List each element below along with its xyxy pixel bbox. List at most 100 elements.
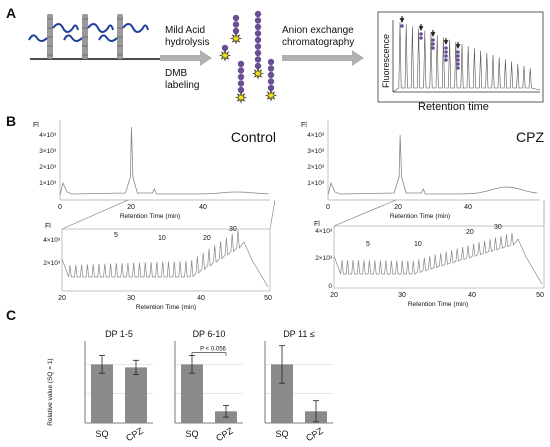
sialic-acid-unit (254, 36, 262, 44)
bar-chart-title: DP 6-10 (193, 329, 226, 339)
step1-line1: Mild Acid (165, 25, 205, 36)
peak-glycan-unit (456, 58, 460, 62)
proteoglycan (28, 14, 79, 59)
peak-glycan-unit (431, 42, 435, 46)
panel-c: C Relative value (SQ = 1) DP 1-5SQ CPZDP … (6, 307, 333, 443)
cpz-xtick-20: 20 (394, 204, 402, 211)
control-zoom-fl-label: Fl (45, 223, 51, 230)
control-zoom-ytick-4: 4×10³ (43, 237, 61, 244)
control-xtick-0: 0 (58, 204, 62, 211)
glycan-chain (218, 44, 232, 62)
cpz-chromatogram: Fl 4×10³ 3×10³ 2×10³ 1×10³ 0 20 40 Reten… (301, 120, 544, 220)
step3-line2: chromatography (282, 37, 354, 48)
cpz-full-trace (327, 134, 538, 196)
sialic-acid-unit (254, 43, 262, 50)
sialic-acid-unit (254, 62, 262, 70)
control-title: Control (231, 129, 276, 145)
inset-trace (392, 21, 541, 93)
category-label: SQ (95, 429, 108, 439)
peak-glycan-unit (444, 54, 448, 58)
control-full-trace (59, 126, 269, 196)
control-zoom-ytick-2: 2×10³ (43, 260, 61, 267)
bar-chart-title: DP 11 ≤ (283, 329, 315, 339)
dmb-label-star (251, 67, 265, 80)
cpz-dp-10: 10 (414, 241, 422, 248)
sialic-acid-unit (237, 67, 245, 74)
cpz-xtick-40: 40 (464, 204, 472, 211)
peak-glycan-unit (419, 32, 423, 36)
control-ytick-2: 2×10³ (39, 164, 57, 171)
peak-glycan-unit (456, 66, 460, 70)
cpz-zoom-xtick-30: 30 (398, 292, 406, 299)
sialic-acid-unit (221, 44, 229, 52)
glycan-chain (264, 58, 278, 102)
panel-a-label: A (6, 5, 16, 21)
cpz-zoom-trace (333, 232, 543, 285)
bar-cpz (125, 367, 147, 423)
glycan-linker (63, 34, 83, 42)
glycan-chain (234, 60, 248, 104)
control-zoom-chromatogram: Fl 4×10³ 2×10³ 20 30 40 50 Retention Tim… (43, 199, 276, 311)
bar-chart-1: DP 1-5 SQ CPZ (84, 329, 153, 443)
glycan-chain (229, 14, 243, 45)
peak-glycan-unit (419, 36, 423, 40)
step3-line1: Anion exchange (282, 25, 354, 36)
sialic-acid-unit (232, 21, 240, 28)
cpz-zoom-xtick-40: 40 (468, 292, 476, 299)
cpz-dp-30: 30 (494, 224, 502, 231)
sialic-acid-unit (232, 27, 240, 35)
peak-glycan-unit (431, 46, 435, 50)
sialic-acid-unit (267, 78, 275, 85)
control-dp-20: 20 (203, 235, 211, 242)
control-zoom-xtick-20: 20 (58, 295, 66, 302)
sialic-acid-unit (254, 56, 262, 63)
core-protein (47, 14, 53, 59)
cpz-title: CPZ (516, 129, 544, 145)
sialic-acid-unit (254, 17, 262, 24)
panel-a: A Mild Acid hydrolysis DMB labeling Anio… (6, 5, 544, 113)
control-zoom-xlabel: Retention Time (min) (136, 304, 196, 311)
cpz-ytick-2: 2×10³ (307, 164, 325, 171)
proteoglycan (63, 14, 114, 59)
bar-sq (91, 364, 113, 423)
control-dp-30: 30 (229, 226, 237, 233)
bar-sq (271, 364, 293, 423)
control-zoom-xtick-30: 30 (127, 295, 135, 302)
sialic-acid-unit (267, 58, 275, 66)
step2-line1: DMB (165, 68, 188, 79)
cpz-zoom-xtick-50: 50 (536, 292, 544, 299)
process-arrow-1 (160, 50, 212, 66)
sialic-acid-unit (254, 23, 262, 31)
proteoglycan-group (28, 14, 149, 59)
cpz-zoom-connector-left (333, 199, 397, 227)
labeled-glycan-chains (218, 10, 278, 104)
process-arrow-2 (282, 50, 364, 66)
control-xtick-40: 40 (199, 204, 207, 211)
significance-bracket (191, 352, 227, 356)
core-protein (117, 14, 123, 59)
glycan-linker (52, 23, 79, 33)
control-zoom-connector-left (61, 199, 129, 230)
control-zoom-trace (61, 229, 269, 288)
cpz-zoom-fl-label: Fl (314, 221, 320, 228)
proteoglycan (98, 14, 149, 59)
control-dp-5: 5 (114, 232, 118, 239)
inset-xlabel: Retention time (418, 101, 489, 113)
peak-glycan-unit (456, 54, 460, 58)
sialic-acid-unit (232, 14, 240, 22)
bar-chart-3: DP 11 ≤ SQ CPZ (264, 329, 333, 443)
cpz-zoom-xtick-20: 20 (330, 292, 338, 299)
cpz-zoom-xlabel: Retention Time (min) (408, 301, 468, 308)
cpz-ytick-4: 4×10³ (307, 132, 325, 139)
inset-ylabel: Fluorescence (381, 34, 391, 88)
peak-glycan-unit (456, 62, 460, 66)
glycan-linker (87, 23, 114, 33)
dmb-label-star (229, 32, 243, 45)
bar-sq (181, 364, 203, 423)
step2-line2: labeling (165, 80, 199, 91)
bar-chart-title: DP 1-5 (105, 329, 133, 339)
sialic-acid-unit (237, 80, 245, 87)
peak-glycan-unit (431, 38, 435, 42)
control-xlabel: Retention Time (min) (120, 213, 180, 220)
